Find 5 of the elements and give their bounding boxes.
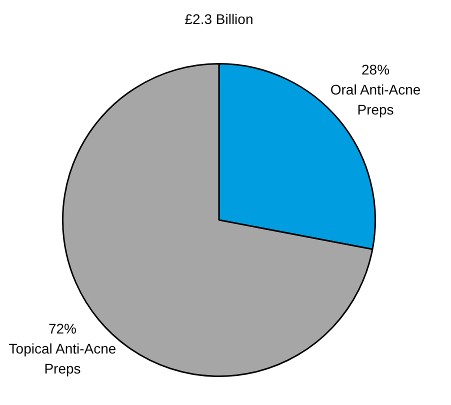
data-label: 28% [361,61,390,78]
data-label: 72% [48,320,77,336]
chart-title: £2.3 Billion [184,10,254,27]
slice-label: Oral Anti-Acne Preps [330,81,421,118]
slice-label: Topical Anti-Acne Preps [8,340,116,376]
